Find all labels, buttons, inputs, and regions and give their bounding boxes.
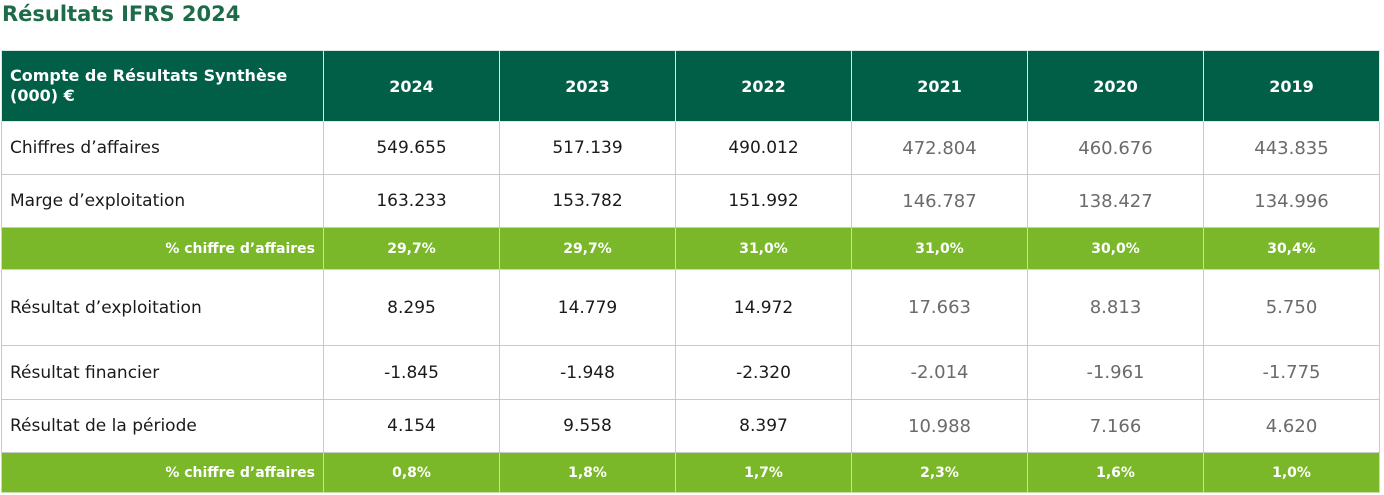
cell-value: 443.835 bbox=[1203, 121, 1380, 175]
row-label: Chiffres d’affaires bbox=[1, 121, 324, 175]
cell-value: 134.996 bbox=[1203, 174, 1380, 228]
cell-value: 151.992 bbox=[675, 174, 852, 228]
cell-percent: 1,0% bbox=[1203, 452, 1380, 493]
row-label: Résultat d’exploitation bbox=[1, 269, 324, 346]
cell-value: -1.961 bbox=[1027, 345, 1204, 400]
row-label: Résultat de la période bbox=[1, 399, 324, 453]
cell-value: -2.320 bbox=[675, 345, 852, 400]
cell-value: 4.620 bbox=[1203, 399, 1380, 453]
cell-percent: 1,8% bbox=[499, 452, 676, 493]
cell-percent: 31,0% bbox=[675, 227, 852, 270]
cell-value: 17.663 bbox=[851, 269, 1028, 346]
cell-value: 14.972 bbox=[675, 269, 852, 346]
cell-value: 146.787 bbox=[851, 174, 1028, 228]
row-label: % chiffre d’affaires bbox=[1, 227, 324, 270]
table-row: Résultat financier -1.845 -1.948 -2.320 … bbox=[1, 345, 1380, 400]
cell-value: 153.782 bbox=[499, 174, 676, 228]
cell-value: 14.779 bbox=[499, 269, 676, 346]
row-label: Marge d’exploitation bbox=[1, 174, 324, 228]
cell-value: 8.295 bbox=[323, 269, 500, 346]
cell-value: 5.750 bbox=[1203, 269, 1380, 346]
header-label: Compte de Résultats Synthèse (000) € bbox=[1, 50, 324, 122]
cell-value: -1.845 bbox=[323, 345, 500, 400]
cell-value: 517.139 bbox=[499, 121, 676, 175]
cell-value: -1.775 bbox=[1203, 345, 1380, 400]
cell-percent: 30,4% bbox=[1203, 227, 1380, 270]
table-header-row: Compte de Résultats Synthèse (000) € 202… bbox=[1, 50, 1380, 122]
row-label: % chiffre d’affaires bbox=[1, 452, 324, 493]
cell-value: 163.233 bbox=[323, 174, 500, 228]
cell-value: 460.676 bbox=[1027, 121, 1204, 175]
page-title: Résultats IFRS 2024 bbox=[2, 2, 241, 26]
cell-value: 549.655 bbox=[323, 121, 500, 175]
cell-percent: 1,6% bbox=[1027, 452, 1204, 493]
cell-value: -2.014 bbox=[851, 345, 1028, 400]
cell-value: 9.558 bbox=[499, 399, 676, 453]
table-row: Marge d’exploitation 163.233 153.782 151… bbox=[1, 174, 1380, 228]
cell-percent: 2,3% bbox=[851, 452, 1028, 493]
cell-value: 4.154 bbox=[323, 399, 500, 453]
cell-percent: 30,0% bbox=[1027, 227, 1204, 270]
header-year: 2021 bbox=[851, 50, 1028, 122]
cell-percent: 0,8% bbox=[323, 452, 500, 493]
header-year: 2024 bbox=[323, 50, 500, 122]
results-table: Compte de Résultats Synthèse (000) € 202… bbox=[1, 50, 1380, 493]
cell-value: 472.804 bbox=[851, 121, 1028, 175]
cell-value: 138.427 bbox=[1027, 174, 1204, 228]
percent-row: % chiffre d’affaires 0,8% 1,8% 1,7% 2,3%… bbox=[1, 452, 1380, 493]
table-row: Chiffres d’affaires 549.655 517.139 490.… bbox=[1, 121, 1380, 175]
cell-percent: 31,0% bbox=[851, 227, 1028, 270]
percent-row: % chiffre d’affaires 29,7% 29,7% 31,0% 3… bbox=[1, 227, 1380, 270]
cell-percent: 29,7% bbox=[499, 227, 676, 270]
cell-value: 7.166 bbox=[1027, 399, 1204, 453]
cell-value: 490.012 bbox=[675, 121, 852, 175]
header-year: 2019 bbox=[1203, 50, 1380, 122]
row-label: Résultat financier bbox=[1, 345, 324, 400]
cell-percent: 1,7% bbox=[675, 452, 852, 493]
cell-percent: 29,7% bbox=[323, 227, 500, 270]
cell-value: 8.813 bbox=[1027, 269, 1204, 346]
cell-value: 8.397 bbox=[675, 399, 852, 453]
header-year: 2022 bbox=[675, 50, 852, 122]
header-year: 2023 bbox=[499, 50, 676, 122]
table-row: Résultat de la période 4.154 9.558 8.397… bbox=[1, 399, 1380, 453]
cell-value: 10.988 bbox=[851, 399, 1028, 453]
table-row: Résultat d’exploitation 8.295 14.779 14.… bbox=[1, 269, 1380, 346]
cell-value: -1.948 bbox=[499, 345, 676, 400]
header-year: 2020 bbox=[1027, 50, 1204, 122]
